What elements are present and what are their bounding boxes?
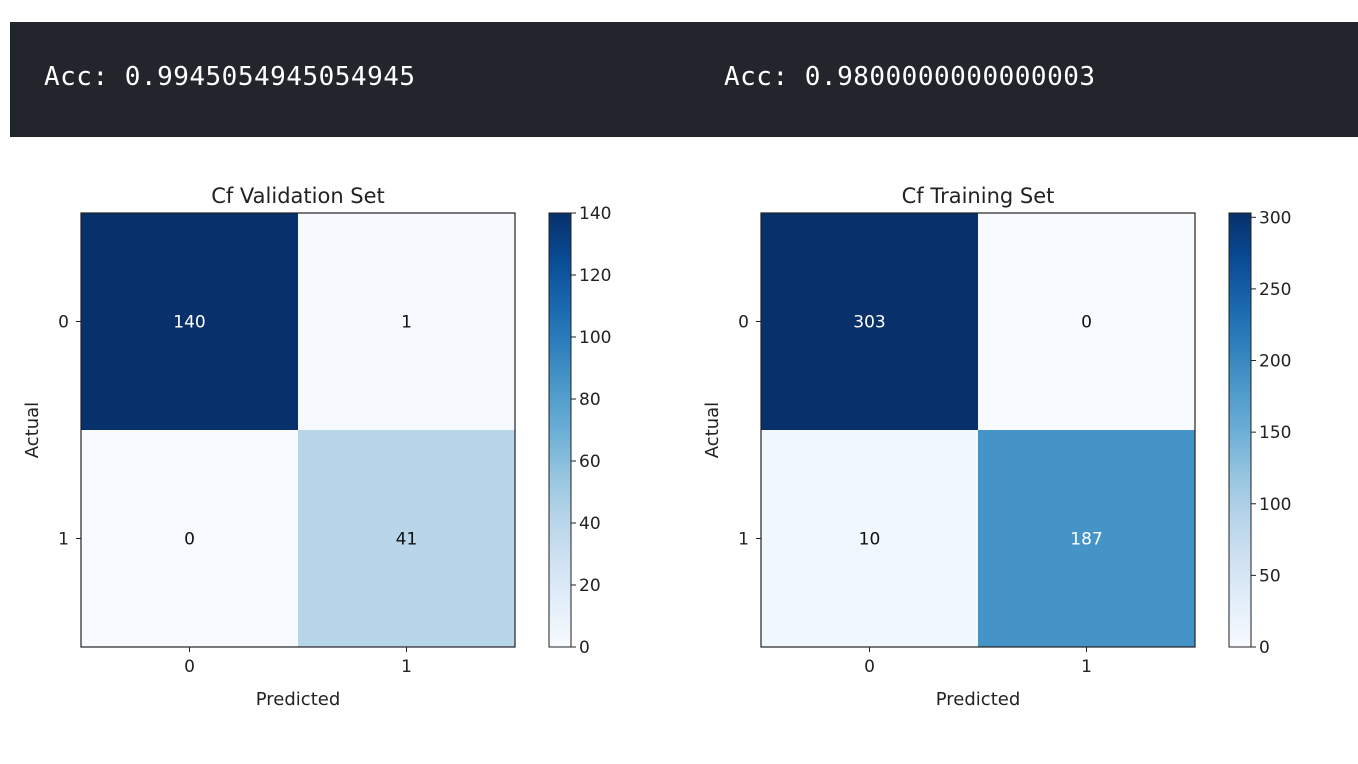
matrix-cell-1-0 bbox=[761, 430, 978, 647]
y-tick-label: 0 bbox=[738, 313, 749, 333]
y-axis-label: Actual bbox=[702, 402, 723, 458]
colorbar-tick-label: 300 bbox=[1259, 208, 1291, 228]
matrix-cell-0-0 bbox=[761, 213, 978, 430]
matrix-frame bbox=[760, 212, 1196, 648]
x-tick-label: 1 bbox=[401, 657, 412, 677]
colorbar-tick-label: 20 bbox=[579, 576, 601, 596]
chart-title: Cf Training Set bbox=[902, 184, 1055, 208]
x-tick-label: 0 bbox=[864, 657, 875, 677]
x-tick-label: 0 bbox=[184, 657, 195, 677]
validation-accuracy-text: Acc: 0.9945054945054945 bbox=[44, 62, 416, 92]
colorbar-tick-label: 150 bbox=[1259, 423, 1291, 443]
colorbar-tick-label: 100 bbox=[1259, 495, 1291, 515]
cell-value-label-1-0: 0 bbox=[184, 530, 195, 550]
y-tick-label: 1 bbox=[58, 530, 69, 550]
cell-value-label-1-0: 10 bbox=[859, 530, 881, 550]
matrix-cell-1-1 bbox=[298, 430, 515, 647]
output-banner bbox=[10, 22, 1358, 137]
cell-value-label-0-1: 0 bbox=[1081, 313, 1092, 333]
x-axis-label: Predicted bbox=[256, 689, 341, 710]
chart-title: Cf Validation Set bbox=[211, 184, 385, 208]
colorbar bbox=[548, 212, 572, 648]
matrix-cell-0-1 bbox=[298, 213, 515, 430]
colorbar bbox=[1228, 212, 1252, 648]
colorbar-tick-label: 50 bbox=[1259, 566, 1281, 586]
colorbar-tick-label: 100 bbox=[579, 328, 611, 348]
matrix-cell-1-0 bbox=[81, 430, 298, 647]
training-accuracy-text: Acc: 0.9800000000000003 bbox=[724, 62, 1096, 92]
colorbar-tick-label: 60 bbox=[579, 452, 601, 472]
colorbar-tick-label: 140 bbox=[579, 204, 611, 224]
validation-confusion-matrix: Cf Validation Set 140 1 0 41 0 1 0 1 Predicted Act… bbox=[22, 184, 611, 710]
colorbar-tick-label: 0 bbox=[1259, 638, 1270, 658]
y-tick-label: 0 bbox=[58, 313, 69, 333]
y-tick-label: 1 bbox=[738, 530, 749, 550]
matrix-cell-1-1 bbox=[978, 430, 1195, 647]
x-tick-label: 1 bbox=[1081, 657, 1092, 677]
colorbar-tick-label: 80 bbox=[579, 390, 601, 410]
cell-value-label-1-1: 187 bbox=[1070, 530, 1102, 550]
cell-value-label-0-1: 1 bbox=[401, 313, 412, 333]
colorbar-tick-label: 120 bbox=[579, 266, 611, 286]
y-axis-label: Actual bbox=[22, 402, 43, 458]
matrix-frame bbox=[80, 212, 516, 648]
matrix-cell-0-0 bbox=[81, 213, 298, 430]
colorbar-tick-label: 0 bbox=[579, 638, 590, 658]
cell-value-label-1-1: 41 bbox=[396, 530, 418, 550]
colorbar-tick-label: 250 bbox=[1259, 280, 1291, 300]
x-axis-label: Predicted bbox=[936, 689, 1021, 710]
matrix-cell-0-1 bbox=[978, 213, 1195, 430]
cell-value-label-0-0: 303 bbox=[853, 313, 885, 333]
cell-value-label-0-0: 140 bbox=[173, 313, 205, 333]
colorbar-tick-label: 40 bbox=[579, 514, 601, 534]
colorbar-tick-label: 200 bbox=[1259, 352, 1291, 372]
